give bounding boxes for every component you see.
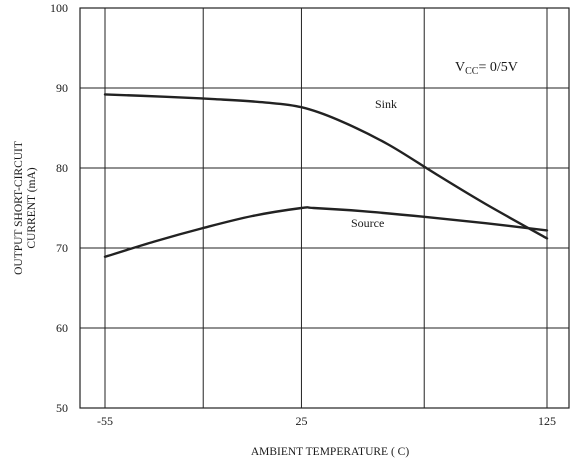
- x-tick-label--55: -55: [97, 414, 113, 428]
- y-tick-label-70: 70: [56, 241, 68, 255]
- y-tick-label-50: 50: [56, 401, 68, 415]
- vcc-condition-label: VCC= 0/5V: [455, 60, 518, 77]
- x-axis-title: AMBIENT TEMPERATURE ( C): [251, 446, 410, 458]
- y-tick-label-90: 90: [56, 81, 68, 95]
- y-tick-label-100: 100: [50, 1, 68, 15]
- grid: [80, 8, 569, 408]
- x-tick-label-125: 125: [538, 414, 556, 428]
- series-label-sink: Sink: [375, 97, 397, 111]
- y-tick-label-80: 80: [56, 161, 68, 175]
- series-label-source: Source: [351, 216, 384, 230]
- series-line-sink: [103, 93, 549, 240]
- y-tick-label-60: 60: [56, 321, 68, 335]
- y-axis-title: OUTPUT SHORT-CIRCUIT CURRENT (mA): [13, 141, 38, 275]
- vcc-prefix: V: [455, 60, 465, 75]
- y-axis-title-line-1: OUTPUT SHORT-CIRCUIT: [13, 141, 25, 275]
- plot-frame: [79, 7, 570, 409]
- series-line-source: [103, 206, 549, 258]
- y-axis-title-line-2: CURRENT (mA): [26, 167, 38, 248]
- y-tick-labels: 50 60 70 80 90 100: [50, 1, 68, 415]
- x-tick-labels: -55 25 125: [97, 414, 556, 428]
- vcc-suffix: = 0/5V: [478, 60, 517, 75]
- vcc-subscript: CC: [465, 66, 479, 77]
- x-tick-label-25: 25: [295, 414, 307, 428]
- series-curves: [103, 93, 549, 258]
